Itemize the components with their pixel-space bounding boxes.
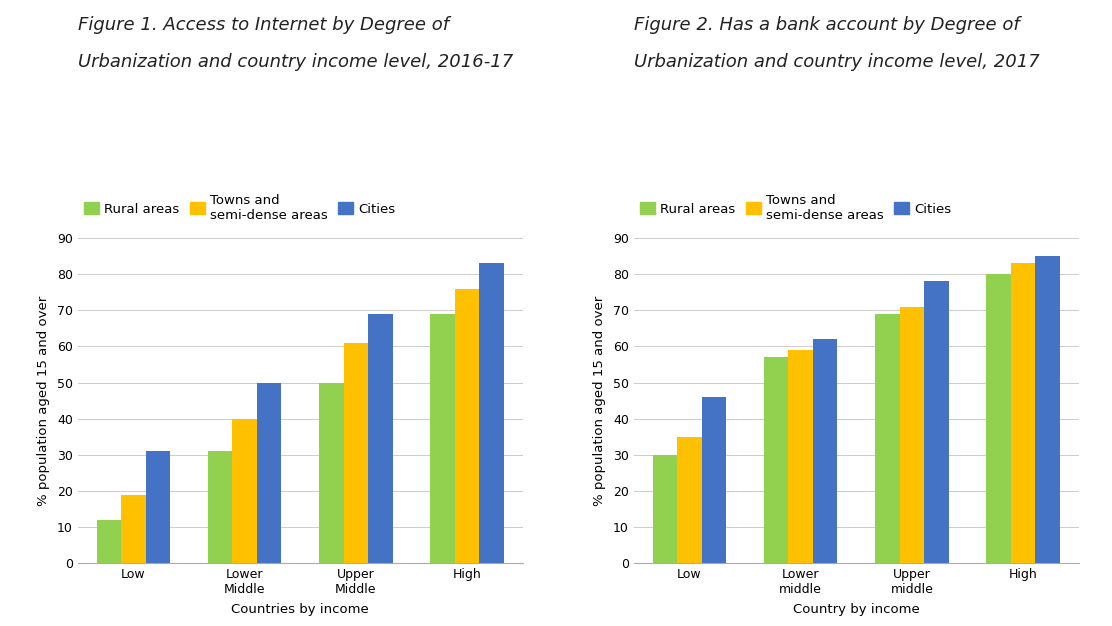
Bar — [97, 520, 121, 563]
Bar — [455, 289, 479, 563]
X-axis label: Countries by income: Countries by income — [231, 603, 369, 616]
Bar — [319, 382, 344, 563]
Bar — [986, 274, 1011, 563]
Bar — [121, 495, 146, 563]
Bar — [764, 357, 788, 563]
Bar — [146, 451, 170, 563]
Bar — [1011, 263, 1035, 563]
Bar — [653, 455, 677, 563]
Y-axis label: % population aged 15 and over: % population aged 15 and over — [37, 295, 50, 506]
Bar — [813, 339, 837, 563]
Bar — [875, 314, 900, 563]
Text: Figure 1. Access to Internet by Degree of: Figure 1. Access to Internet by Degree o… — [78, 16, 449, 34]
Text: Figure 2. Has a bank account by Degree of: Figure 2. Has a bank account by Degree o… — [634, 16, 1020, 34]
Legend: Rural areas, Towns and
semi-dense areas, Cities: Rural areas, Towns and semi-dense areas,… — [85, 193, 395, 222]
Bar — [368, 314, 393, 563]
X-axis label: Country by income: Country by income — [793, 603, 920, 616]
Bar — [257, 382, 281, 563]
Legend: Rural areas, Towns and
semi-dense areas, Cities: Rural areas, Towns and semi-dense areas,… — [641, 193, 951, 222]
Bar — [232, 419, 257, 563]
Bar — [788, 350, 813, 563]
Bar — [208, 451, 232, 563]
Bar — [677, 437, 702, 563]
Text: Urbanization and country income level, 2017: Urbanization and country income level, 2… — [634, 53, 1040, 71]
Bar — [1035, 256, 1060, 563]
Bar — [344, 343, 368, 563]
Bar — [900, 307, 924, 563]
Bar — [924, 281, 949, 563]
Bar — [430, 314, 455, 563]
Bar — [479, 263, 504, 563]
Bar — [702, 397, 726, 563]
Text: Urbanization and country income level, 2016-17: Urbanization and country income level, 2… — [78, 53, 513, 71]
Y-axis label: % population aged 15 and over: % population aged 15 and over — [593, 295, 606, 506]
